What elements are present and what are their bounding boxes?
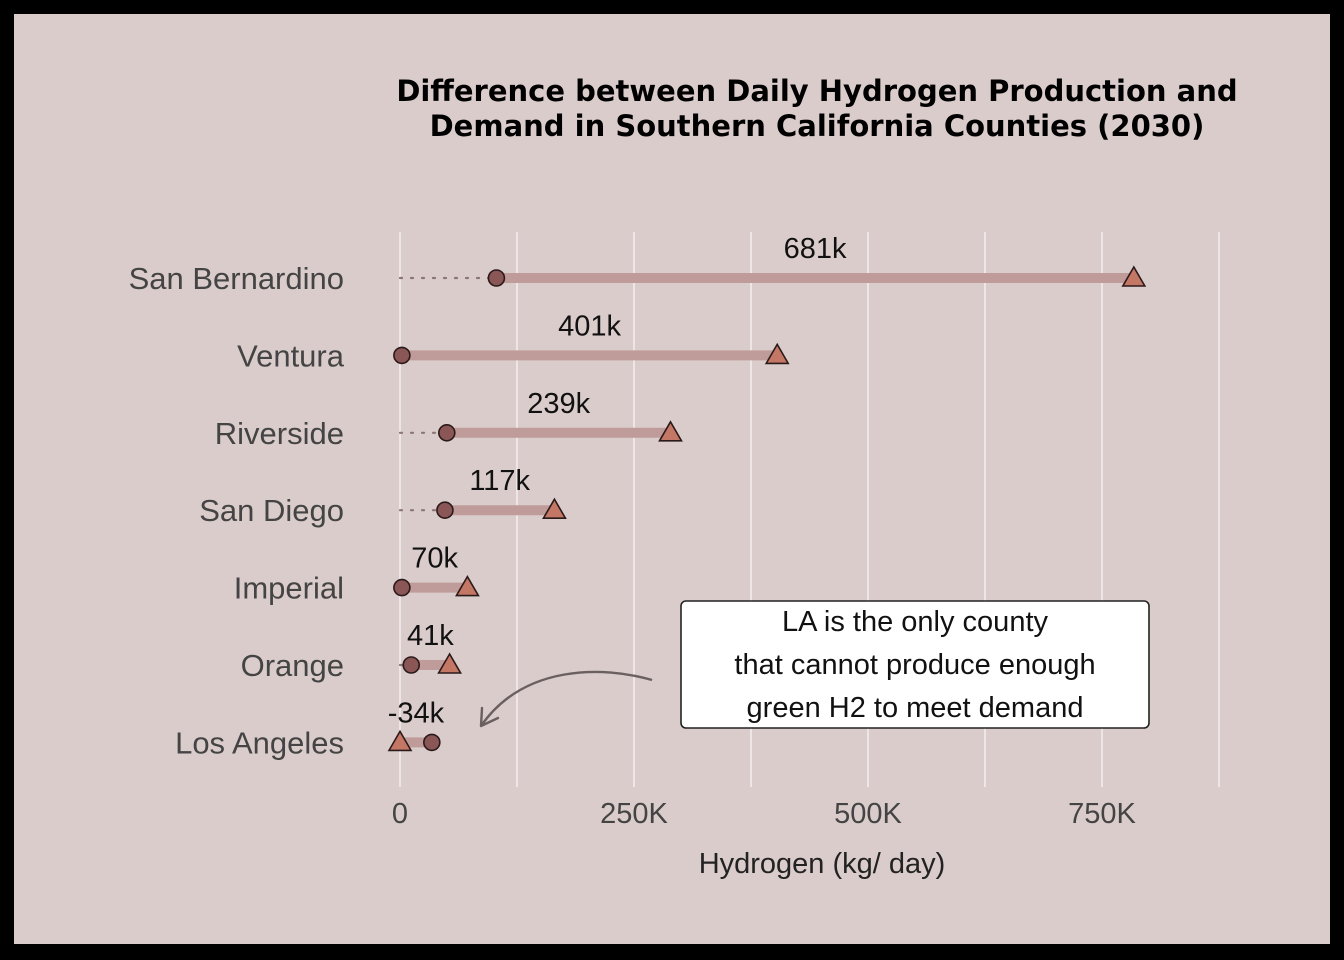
chart-title-line: Demand in Southern California Counties (… <box>430 109 1205 143</box>
annotation-line: green H2 to meet demand <box>747 692 1084 724</box>
x-axis-label: Hydrogen (kg/ day) <box>699 848 946 880</box>
triangle-point <box>455 575 480 597</box>
row-ventura: Ventura 401k <box>237 310 790 373</box>
triangle-point <box>764 342 790 365</box>
annotation-box <box>680 600 1150 729</box>
difference-label: -34k <box>388 697 445 729</box>
difference-label: 401k <box>558 310 621 342</box>
circle-point <box>393 578 411 597</box>
category-label: San Bernardino <box>129 261 344 296</box>
chart-title: Difference between Daily Hydrogen Produc… <box>396 74 1237 143</box>
data-rows: San Bernardino 681k Ventura 401k Riverside 23… <box>129 233 1147 760</box>
row-orange: Orange 41k <box>241 620 462 683</box>
annotation-line: LA is the only county <box>782 606 1048 638</box>
category-label: Imperial <box>234 571 344 606</box>
category-label: Los Angeles <box>175 725 344 760</box>
category-label: Riverside <box>215 416 344 451</box>
category-label: Orange <box>241 648 344 683</box>
row-san-diego: San Diego 117k <box>199 465 567 528</box>
row-riverside: Riverside 239k <box>215 388 683 451</box>
category-label: Ventura <box>237 338 345 373</box>
circle-point <box>437 423 456 442</box>
arrowhead-icon <box>479 706 500 728</box>
row-imperial: Imperial 70k <box>234 543 480 606</box>
x-tick-label: 0 <box>392 798 408 830</box>
difference-label: 681k <box>784 233 847 265</box>
annotation: LA is the only county that cannot produce… <box>479 600 1150 729</box>
row-los-angeles: Los Angeles -34k <box>175 697 445 760</box>
chart-title-line: Difference between Daily Hydrogen Produc… <box>396 74 1237 108</box>
x-tick-label: 250K <box>600 798 668 830</box>
circle-point <box>402 656 421 674</box>
x-tick-label: 500K <box>834 798 902 830</box>
triangle-point <box>437 652 462 674</box>
annotation-line: that cannot produce enough <box>734 649 1095 681</box>
circle-point <box>393 346 411 365</box>
row-san-bernardino: San Bernardino 681k <box>129 233 1147 296</box>
gridlines <box>399 232 1220 787</box>
x-tick-label: 750K <box>1068 798 1136 830</box>
difference-label: 70k <box>411 543 458 575</box>
dumbbell-chart: Difference between Daily Hydrogen Produc… <box>129 74 1238 880</box>
difference-label: 41k <box>407 620 454 652</box>
triangle-point <box>658 420 683 442</box>
x-axis: 0 250K 500K 750K <box>392 798 1137 830</box>
circle-point <box>436 501 454 520</box>
annotation-arrow <box>480 670 653 727</box>
difference-label: 239k <box>527 388 590 420</box>
triangle-point <box>387 729 413 752</box>
circle-point <box>423 733 441 752</box>
circle-point <box>487 269 506 287</box>
chart-panel: Difference between Daily Hydrogen Produc… <box>14 14 1330 944</box>
difference-label: 117k <box>469 465 530 497</box>
triangle-point <box>542 497 567 520</box>
category-label: San Diego <box>199 493 344 528</box>
triangle-point <box>1121 265 1147 287</box>
